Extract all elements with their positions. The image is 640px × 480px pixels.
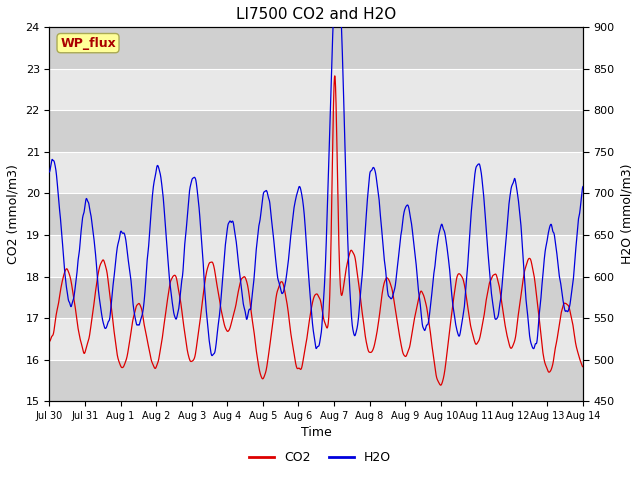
- Bar: [49, 318, 583, 360]
- Bar: [49, 27, 583, 69]
- Y-axis label: H2O (mmol/m3): H2O (mmol/m3): [620, 164, 633, 264]
- Bar: [49, 276, 583, 318]
- Bar: [49, 69, 583, 110]
- Bar: [49, 360, 583, 401]
- Bar: [49, 152, 583, 193]
- Text: WP_flux: WP_flux: [60, 36, 116, 49]
- Bar: [49, 110, 583, 152]
- Bar: [49, 193, 583, 235]
- X-axis label: Time: Time: [301, 426, 332, 440]
- Bar: [49, 235, 583, 276]
- Y-axis label: CO2 (mmol/m3): CO2 (mmol/m3): [7, 164, 20, 264]
- Legend: CO2, H2O: CO2, H2O: [244, 446, 396, 469]
- Title: LI7500 CO2 and H2O: LI7500 CO2 and H2O: [236, 7, 396, 22]
